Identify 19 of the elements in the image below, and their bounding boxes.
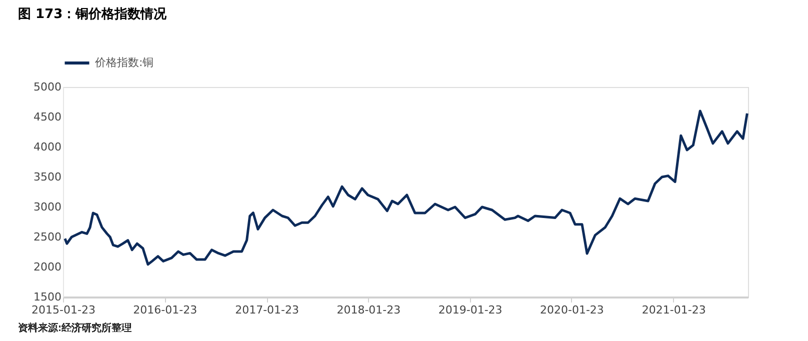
x-tick-label: 2016-01-23 — [133, 304, 198, 316]
x-tick-label: 2015-01-23 — [32, 304, 96, 316]
x-tick-label: 2021-01-23 — [642, 304, 706, 316]
line-series — [64, 110, 748, 266]
y-tick-label: 5000 — [34, 80, 62, 94]
legend-label: 价格指数:铜 — [94, 56, 154, 69]
x-tick-label: 2018-01-23 — [336, 304, 401, 316]
x-tick-label: 2017-01-23 — [235, 304, 300, 316]
y-tick-label: 2500 — [34, 230, 62, 244]
x-tick-label: 2020-01-23 — [540, 304, 604, 316]
y-tick-label: 1500 — [34, 290, 62, 304]
y-tick-label: 3500 — [34, 170, 62, 184]
text: 资料来源:经济研究所整理 — [18, 322, 132, 334]
y-tick-label: 3000 — [34, 200, 62, 214]
chart-title: 图 173：铜价格指数情况 — [18, 7, 168, 22]
y-tick-label: 4000 — [34, 140, 62, 154]
y-tick-label: 4500 — [34, 110, 62, 124]
y-tick-label: 2000 — [34, 260, 62, 274]
x-tick-label: 2019-01-23 — [438, 304, 502, 316]
